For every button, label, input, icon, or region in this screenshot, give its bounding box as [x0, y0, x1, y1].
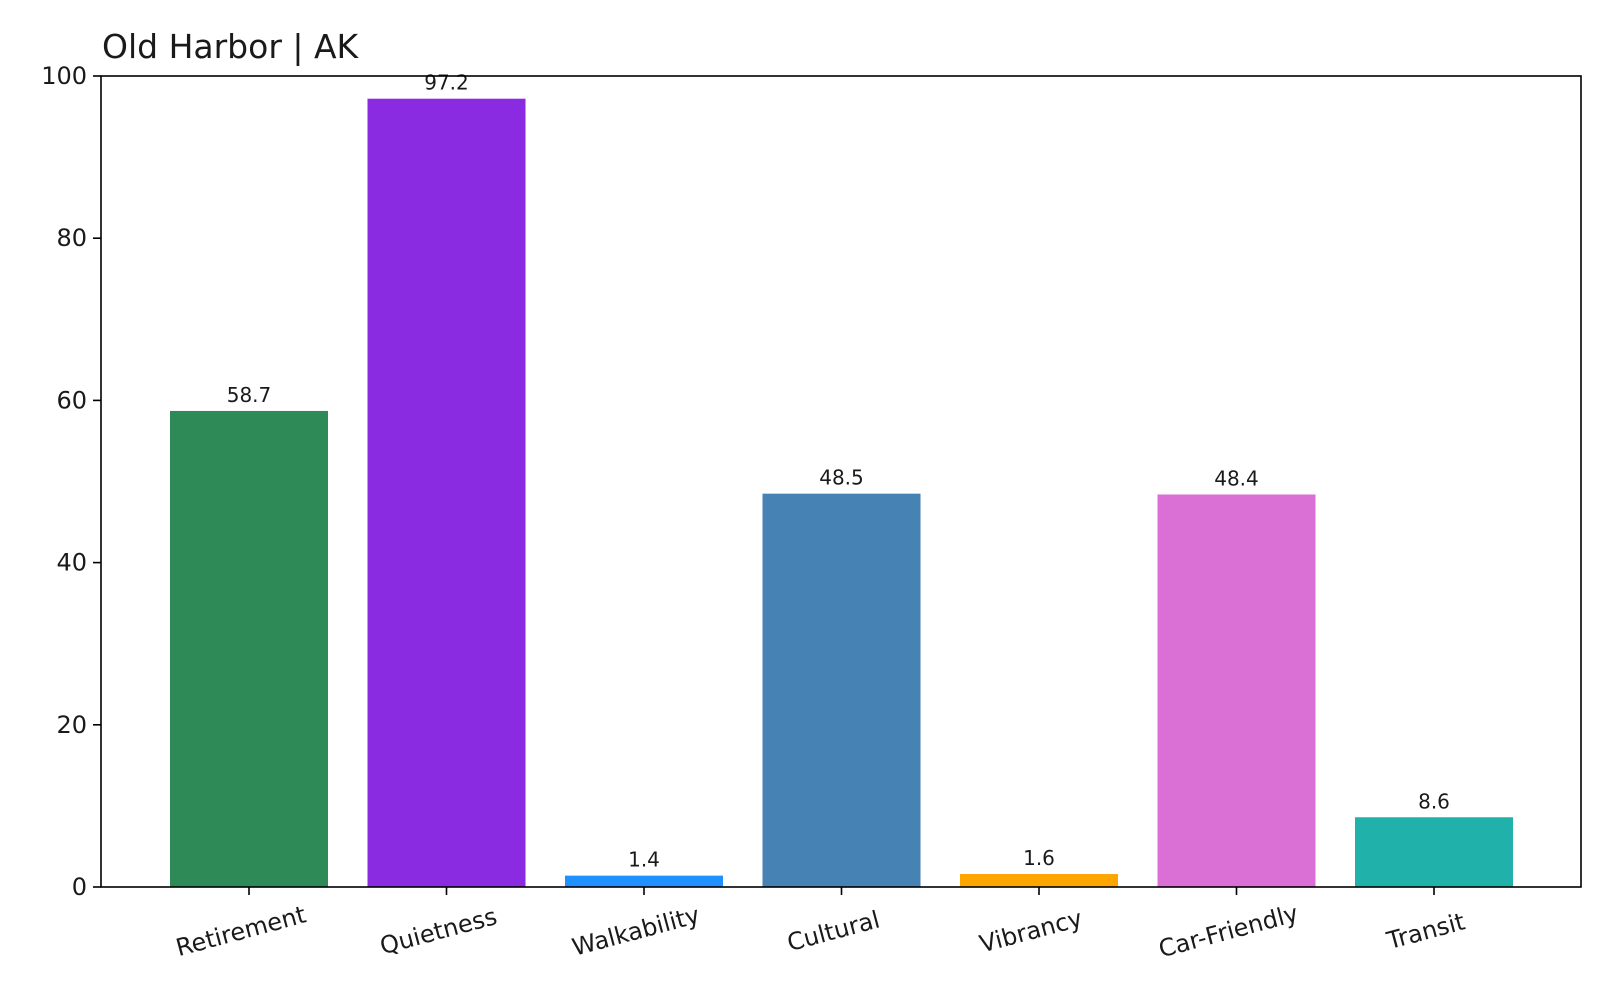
y-tick-label: 0	[72, 873, 87, 901]
data-label-transit: 8.6	[1418, 789, 1450, 813]
data-labels-group: 58.7 97.2 1.4 48.5 1.6 48.4 8.6	[227, 71, 1450, 872]
bar-cultural	[762, 493, 921, 887]
x-tick-label-cultural: Cultural	[784, 906, 883, 958]
x-tick-label-quietness: Quietness	[377, 902, 500, 960]
x-tick-label-transit: Transit	[1383, 907, 1468, 955]
bar-transit	[1355, 817, 1513, 887]
bar-quietness	[367, 98, 526, 887]
data-label-quietness: 97.2	[424, 71, 469, 95]
bar-car-friendly	[1157, 494, 1316, 887]
bar-vibrancy	[960, 874, 1118, 887]
y-tick-label: 20	[56, 711, 87, 739]
y-tick-label: 60	[56, 386, 87, 414]
x-tick-label-vibrancy: Vibrancy	[977, 904, 1086, 958]
chart-title: Old Harbor | AK	[102, 27, 360, 66]
bars-group	[170, 98, 1513, 887]
x-axis: Retirement Quietness Walkability Cultural Vi…	[173, 887, 1468, 963]
bar-retirement	[170, 410, 328, 887]
data-label-retirement: 58.7	[227, 383, 272, 407]
bar-walkability	[565, 875, 723, 887]
data-label-cultural: 48.5	[819, 466, 864, 490]
y-tick-label: 80	[56, 224, 87, 252]
y-tick-label: 40	[56, 549, 87, 577]
data-label-vibrancy: 1.6	[1023, 846, 1055, 870]
data-label-car-friendly: 48.4	[1214, 466, 1259, 490]
x-tick-label-retirement: Retirement	[173, 900, 309, 962]
y-axis: 0 20 40 60 80 100	[41, 62, 101, 901]
data-label-walkability: 1.4	[628, 848, 660, 872]
x-tick-label-walkability: Walkability	[569, 901, 702, 962]
y-tick-label: 100	[41, 62, 87, 90]
x-tick-label-car-friendly: Car-Friendly	[1156, 899, 1302, 963]
